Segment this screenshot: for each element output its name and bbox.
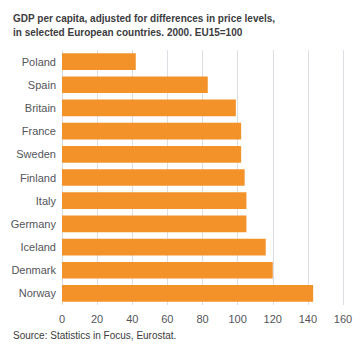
svg-text:100: 100 (228, 313, 246, 325)
svg-text:60: 60 (161, 313, 173, 325)
svg-text:80: 80 (196, 313, 208, 325)
svg-text:120: 120 (264, 313, 282, 325)
svg-text:Norway: Norway (19, 287, 57, 299)
svg-text:160: 160 (334, 313, 352, 325)
svg-text:Italy: Italy (36, 195, 57, 207)
svg-text:Iceland: Iceland (21, 241, 56, 253)
svg-text:Denmark: Denmark (11, 264, 56, 276)
svg-text:in selected European countries: in selected European countries. 2000. EU… (13, 27, 243, 38)
svg-text:140: 140 (299, 313, 317, 325)
svg-text:Britain: Britain (25, 102, 56, 114)
svg-text:Source: Statistics in Focus, E: Source: Statistics in Focus, Eurostat. (13, 330, 176, 341)
svg-text:Poland: Poland (22, 56, 56, 68)
svg-text:Finland: Finland (20, 172, 56, 184)
svg-text:0: 0 (59, 313, 65, 325)
svg-text:Germany: Germany (11, 218, 57, 230)
svg-text:40: 40 (126, 313, 138, 325)
svg-text:Sweden: Sweden (16, 148, 56, 160)
svg-text:GDP per capita, adjusted for d: GDP per capita, adjusted for differences… (13, 13, 275, 24)
svg-text:20: 20 (91, 313, 103, 325)
svg-text:France: France (22, 125, 56, 137)
svg-text:Spain: Spain (28, 79, 56, 91)
